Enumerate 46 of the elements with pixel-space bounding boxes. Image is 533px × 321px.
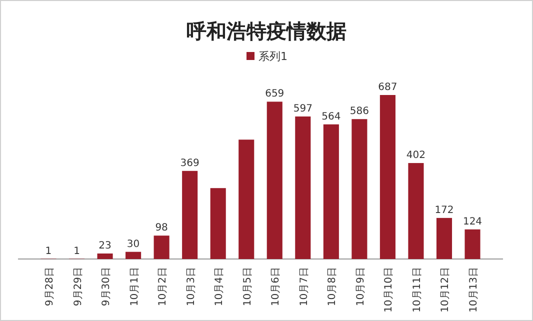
data-label: 30: [126, 238, 140, 250]
x-tick-label: 9月29日: [72, 267, 84, 306]
data-label: 124: [462, 216, 482, 228]
data-label: 172: [434, 204, 454, 216]
bar: [238, 140, 254, 259]
x-tick-label: 10月6日: [270, 267, 282, 306]
bar: [436, 218, 452, 259]
bar: [97, 254, 113, 259]
data-label: 98: [155, 222, 168, 234]
x-tick-label: 10月1日: [129, 267, 140, 306]
bar: [352, 119, 368, 259]
data-label: 564: [322, 111, 341, 122]
x-tick-label: 10月13日: [468, 267, 480, 312]
bar: [266, 102, 282, 259]
bar: [126, 252, 142, 259]
bar: [210, 188, 226, 259]
data-label: 1: [45, 246, 52, 257]
data-label: 402: [406, 150, 426, 162]
bar: [464, 229, 480, 259]
bar: [380, 95, 396, 259]
bar: [295, 116, 311, 259]
x-tick-label: 10月2日: [158, 267, 169, 306]
x-tick-label: 10月9日: [355, 267, 366, 306]
bar: [154, 236, 170, 259]
bar: [182, 170, 198, 259]
x-tick-label: 9月28日: [44, 267, 56, 306]
bar: [323, 124, 339, 259]
x-tick-label: 10月12日: [440, 267, 452, 312]
x-tick-label: 10月11日: [412, 267, 423, 312]
data-label: 586: [350, 106, 369, 118]
x-tick-label: 10月3日: [186, 267, 197, 306]
data-label: 597: [293, 103, 312, 114]
data-label: 687: [378, 82, 398, 93]
data-label: 1: [74, 246, 80, 257]
chart-title: 呼和浩特疫情数据: [186, 19, 346, 43]
data-label: 23: [98, 240, 112, 252]
x-tick-label: 10月10日: [384, 267, 395, 312]
data-label: 659: [265, 88, 284, 100]
x-tick-label: 10月4日: [214, 267, 226, 306]
x-tick-label: 9月30日: [101, 267, 112, 306]
x-tick-label: 10月8日: [327, 267, 338, 306]
x-tick-label: 10月5日: [242, 267, 254, 306]
data-label: 369: [180, 158, 200, 169]
bar: [408, 163, 424, 259]
x-tick-label: 10月7日: [298, 267, 310, 306]
legend-label: 系列1: [258, 50, 288, 63]
